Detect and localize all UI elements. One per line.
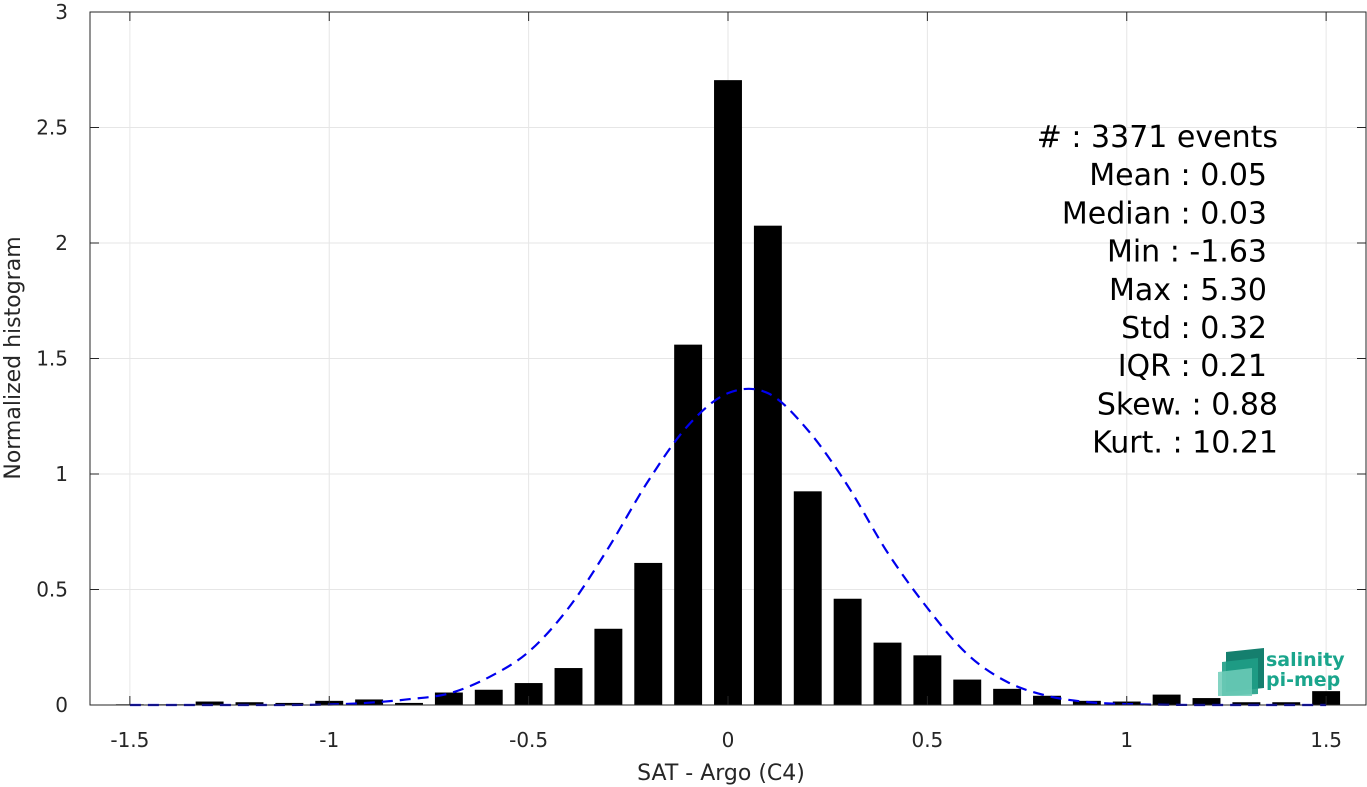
stat-line: # : 3371 events: [1037, 120, 1278, 155]
logo-waves-icon: [1218, 648, 1264, 696]
y-tick-label: 3: [55, 0, 68, 24]
histogram-bar: [993, 688, 1022, 705]
logo-line2: pi-mep: [1266, 669, 1340, 691]
stat-line: Kurt. : 10.21: [1092, 426, 1278, 461]
histogram-bar: [953, 679, 982, 705]
x-tick-label: 1: [1120, 728, 1133, 752]
histogram-bar: [395, 702, 423, 705]
histogram-bar: [674, 344, 703, 705]
histogram-bar: [753, 225, 782, 706]
y-tick-label: 0.5: [36, 578, 68, 602]
x-tick-label: 0: [722, 728, 735, 752]
stat-line: Skew. : 0.88: [1097, 387, 1278, 422]
histogram-bar: [235, 702, 264, 705]
x-tick-label: -1.5: [110, 728, 149, 752]
histogram-bar: [1272, 702, 1301, 705]
x-tick-label: 1.5: [1310, 728, 1342, 752]
histogram-bar: [634, 562, 663, 705]
histogram-bar: [833, 598, 862, 705]
x-tick-label: -0.5: [509, 728, 548, 752]
y-tick-label: 2.5: [36, 116, 68, 140]
x-tick-label: -1: [319, 728, 339, 752]
histogram-bar: [1192, 698, 1221, 705]
stat-line: Mean : 0.05: [1089, 158, 1267, 193]
histogram-bar: [1232, 702, 1261, 705]
logo-line1: salinity: [1266, 649, 1345, 671]
histogram-bar: [793, 491, 822, 705]
salinity-pi-mep-logo: salinity pi-mep: [1218, 648, 1345, 696]
stat-line: Median : 0.03: [1062, 196, 1267, 231]
histogram-bar: [514, 683, 543, 705]
x-tick-label: 0.5: [911, 728, 943, 752]
y-tick-label: 1.5: [36, 347, 68, 371]
x-axis-title: SAT - Argo (C4): [637, 761, 805, 786]
stat-line: Max : 5.30: [1109, 273, 1267, 308]
histogram-bar: [275, 702, 304, 705]
histogram-bar: [1152, 694, 1181, 705]
y-tick-labels: 0 0.5 1 1.5 2 2.5 3: [36, 0, 68, 717]
y-axis-title: Normalized histogram: [1, 236, 26, 479]
stat-line: Std : 0.32: [1121, 311, 1267, 346]
histogram-bar: [434, 692, 463, 705]
histogram-bar: [554, 668, 583, 705]
y-tick-label: 0: [55, 693, 68, 717]
histogram-bar: [594, 628, 623, 705]
axes: [89, 11, 1367, 706]
stat-line: Min : -1.63: [1107, 235, 1267, 270]
y-tick-label: 2: [55, 231, 68, 255]
y-tick-label: 1: [55, 462, 68, 486]
histogram-bar: [195, 701, 224, 705]
histogram-bar: [1033, 695, 1061, 705]
stat-line: IQR : 0.21: [1118, 349, 1267, 384]
x-tick-labels: -1.5 -1 -0.5 0 0.5 1 1.5: [110, 728, 1342, 752]
histogram-bar: [474, 689, 503, 705]
histogram-bar: [873, 642, 902, 705]
